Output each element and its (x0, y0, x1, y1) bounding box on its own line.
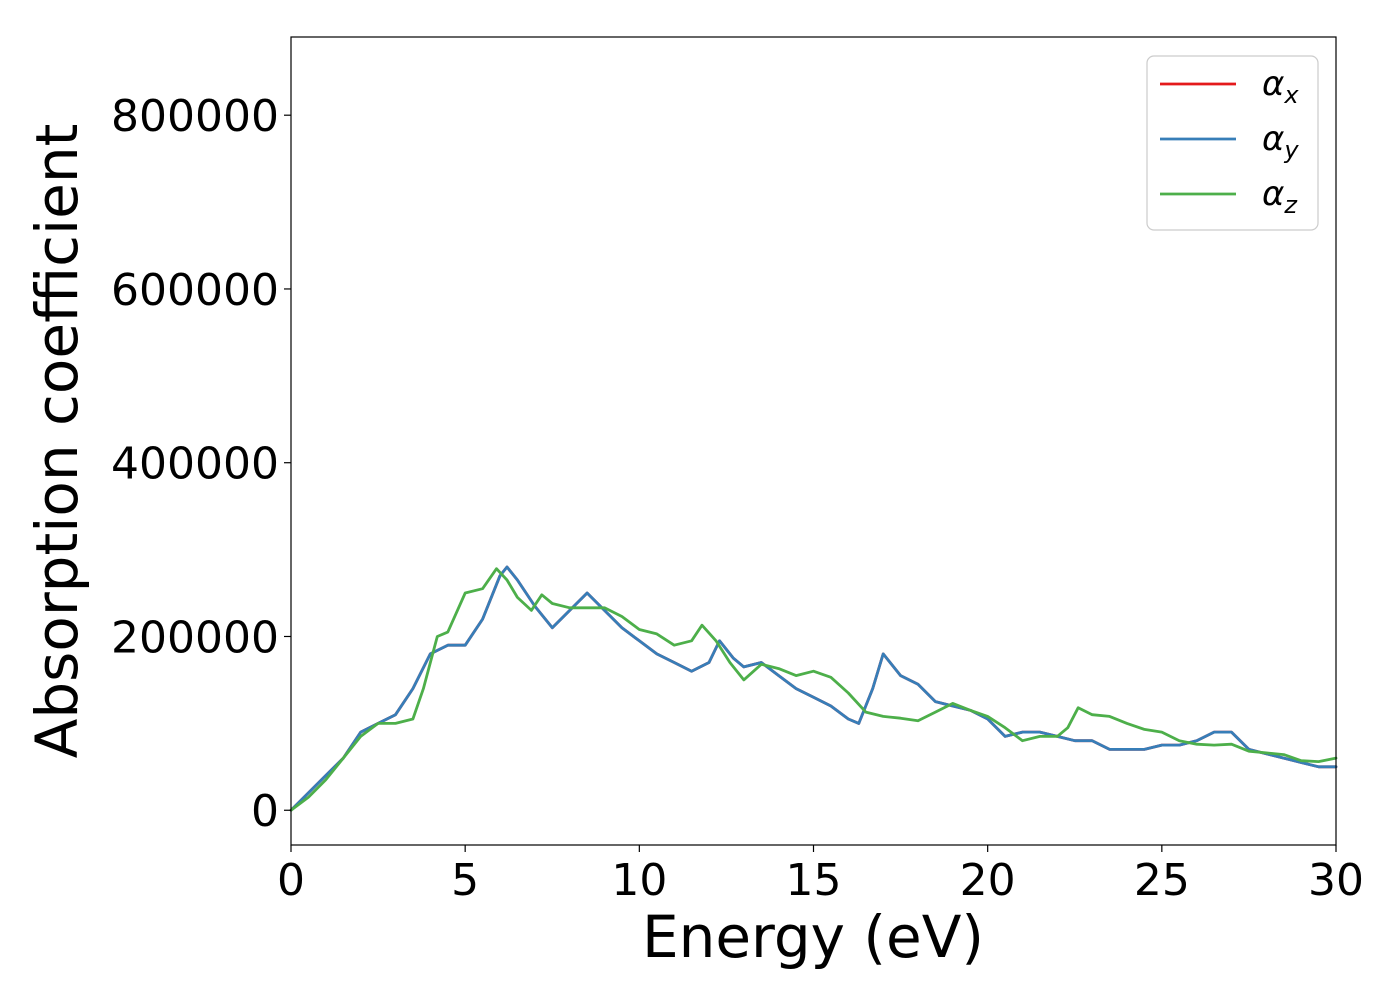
y-tick-label: 400000 (111, 439, 279, 490)
x-tick-label: 20 (960, 855, 1016, 906)
x-tick-label: 30 (1308, 855, 1364, 906)
y-tick-label: 600000 (111, 265, 279, 316)
series-layer (289, 565, 1338, 812)
series-line-z (289, 567, 1338, 812)
y-tick-label: 800000 (111, 91, 279, 142)
x-tick-label: 0 (277, 855, 305, 906)
series-line-y (289, 565, 1338, 812)
x-axis-ticks: 0 5 10 15 20 25 30 (277, 845, 1364, 906)
y-axis-ticks: 0 200000 400000 600000 800000 (111, 91, 291, 837)
y-tick-label: 200000 (111, 612, 279, 663)
x-axis-title: Energy (eV) (642, 903, 984, 971)
y-tick-label: 0 (251, 786, 279, 837)
y-axis-title: Absorption coefficient (23, 124, 91, 759)
x-tick-label: 25 (1134, 855, 1190, 906)
x-tick-label: 15 (786, 855, 842, 906)
x-tick-label: 5 (451, 855, 479, 906)
legend-box (1146, 55, 1319, 231)
x-tick-label: 10 (611, 855, 667, 906)
